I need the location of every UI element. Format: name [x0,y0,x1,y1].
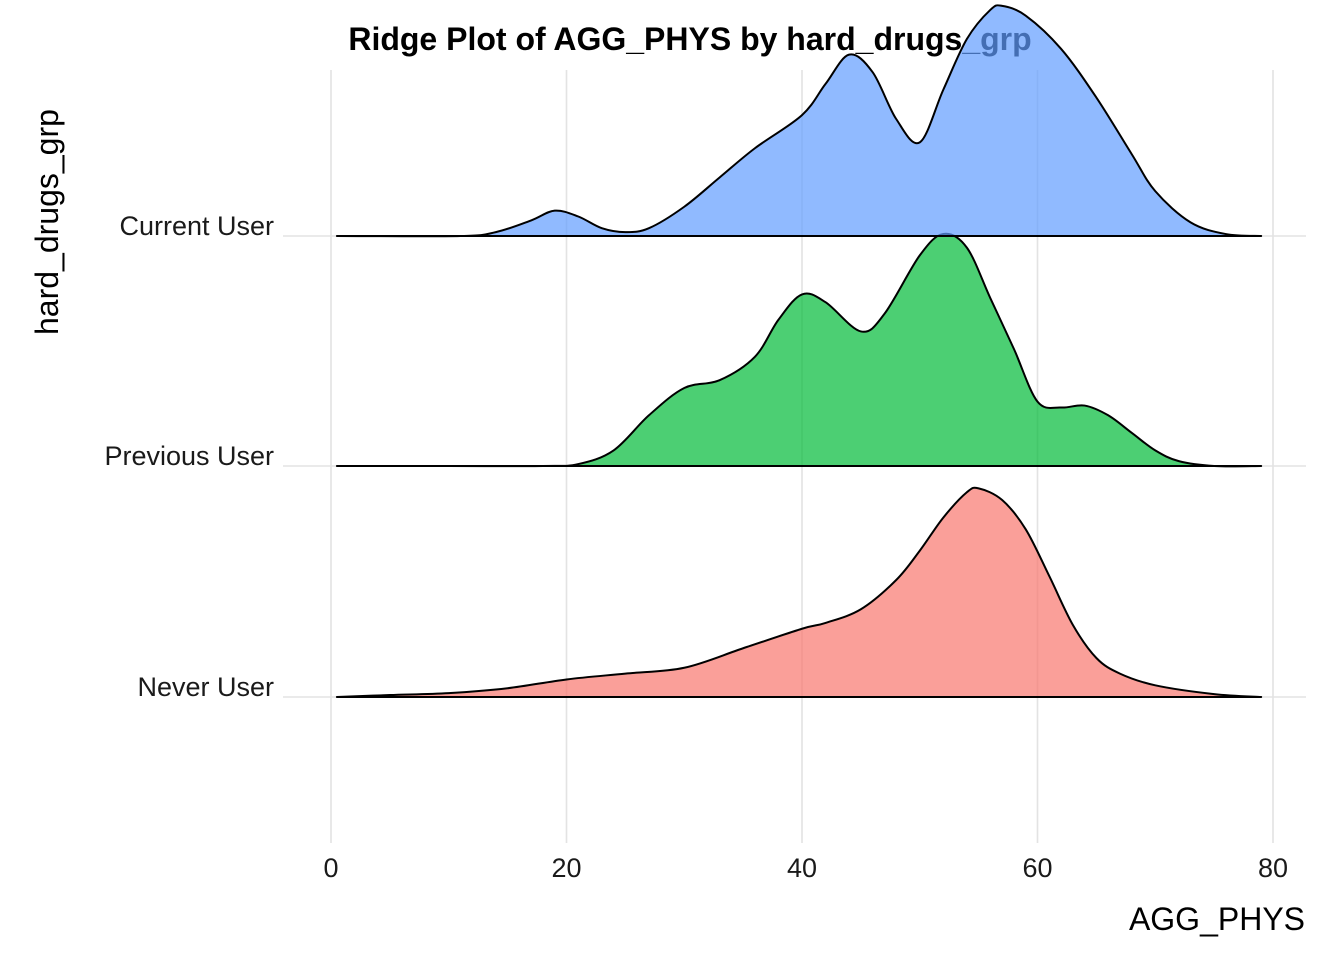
x-axis-title: AGG_PHYS [1129,901,1305,937]
ridge-fill-never-user [336,487,1262,697]
ridge-outline-never-user [335,486,1263,698]
y-axis-ticks: Never User Previous User Current User [104,211,274,702]
y-tick-label: Never User [137,672,274,702]
x-tick-label: 60 [1022,853,1052,883]
ridge-fill-previous-user [336,233,1262,467]
ridge-outline-previous-user [335,232,1263,468]
ridges [335,4,1263,698]
chart-title: Ridge Plot of AGG_PHYS by hard_drugs_grp [348,21,1031,57]
y-tick-label: Previous User [104,441,274,471]
x-tick-label: 0 [323,853,338,883]
x-tick-label: 80 [1258,853,1288,883]
x-axis-ticks: 0 20 40 60 80 [323,853,1288,883]
y-tick-label: Current User [119,211,274,241]
ridge-fill-current-user [336,5,1262,237]
x-tick-label: 20 [551,853,581,883]
ridge-outline-current-user [335,4,1263,238]
x-tick-label: 40 [787,853,817,883]
y-axis-title: hard_drugs_grp [29,109,65,335]
